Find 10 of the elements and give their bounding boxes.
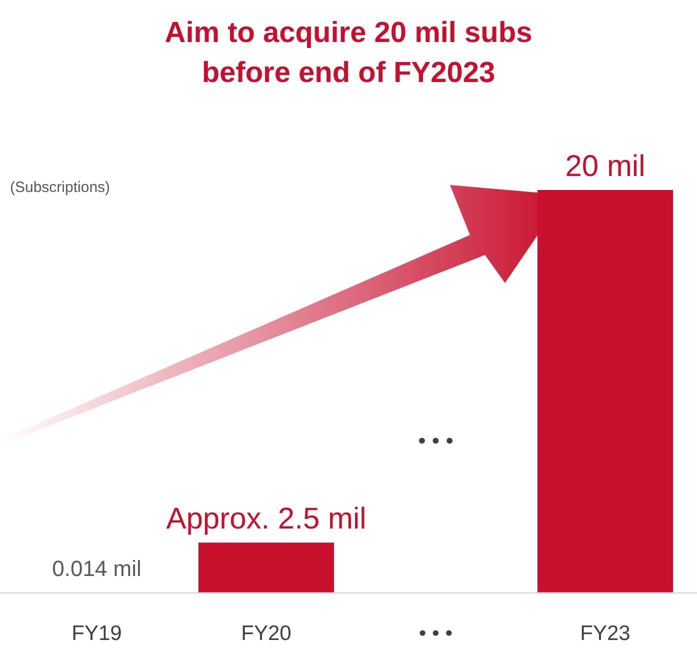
chart-title: Aim to acquire 20 mil subs before end of FY2023 — [164, 17, 532, 89]
y-axis-title: (Subscriptions) — [10, 179, 110, 196]
data-label: 0.014 mil — [52, 556, 142, 581]
x-tick-label: • • • — [418, 622, 453, 645]
annotation: • • • — [418, 428, 454, 453]
x-tick-label: FY23 — [580, 622, 630, 645]
x-tick-label: FY19 — [72, 622, 122, 645]
data-label: 20 mil — [565, 150, 646, 183]
x-tick-label: FY20 — [241, 622, 292, 645]
data-label: Approx. 2.5 mil — [166, 502, 366, 536]
